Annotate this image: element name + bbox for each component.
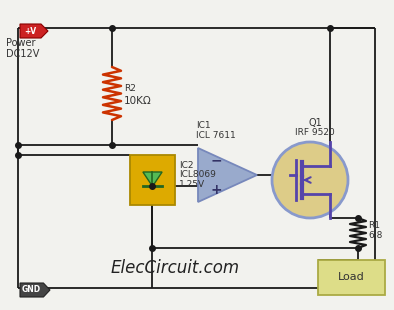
FancyBboxPatch shape [318, 260, 385, 295]
Text: ICL8069: ICL8069 [179, 170, 216, 179]
Polygon shape [198, 148, 257, 202]
Text: ICL 7611: ICL 7611 [196, 131, 236, 140]
Text: +V: +V [24, 26, 37, 36]
Text: DC12V: DC12V [6, 49, 39, 59]
Circle shape [272, 142, 348, 218]
Text: 1.25V: 1.25V [179, 180, 205, 189]
Text: +: + [210, 183, 222, 197]
Text: ElecCircuit.com: ElecCircuit.com [110, 259, 240, 277]
Polygon shape [20, 24, 48, 38]
Text: 10KΩ: 10KΩ [124, 95, 152, 105]
Text: R2: R2 [124, 84, 136, 93]
Polygon shape [20, 283, 50, 297]
Text: 6.8: 6.8 [368, 232, 382, 241]
Text: IRF 9520: IRF 9520 [295, 128, 335, 137]
Text: R1: R1 [368, 220, 380, 229]
FancyBboxPatch shape [130, 155, 175, 205]
Text: −: − [210, 153, 222, 167]
Polygon shape [143, 172, 162, 186]
Text: Power: Power [6, 38, 35, 48]
Text: IC2: IC2 [179, 161, 193, 170]
Text: IC1: IC1 [196, 121, 211, 130]
Text: Load: Load [338, 272, 365, 282]
Text: Q1: Q1 [308, 118, 322, 128]
Text: GND: GND [22, 286, 41, 294]
